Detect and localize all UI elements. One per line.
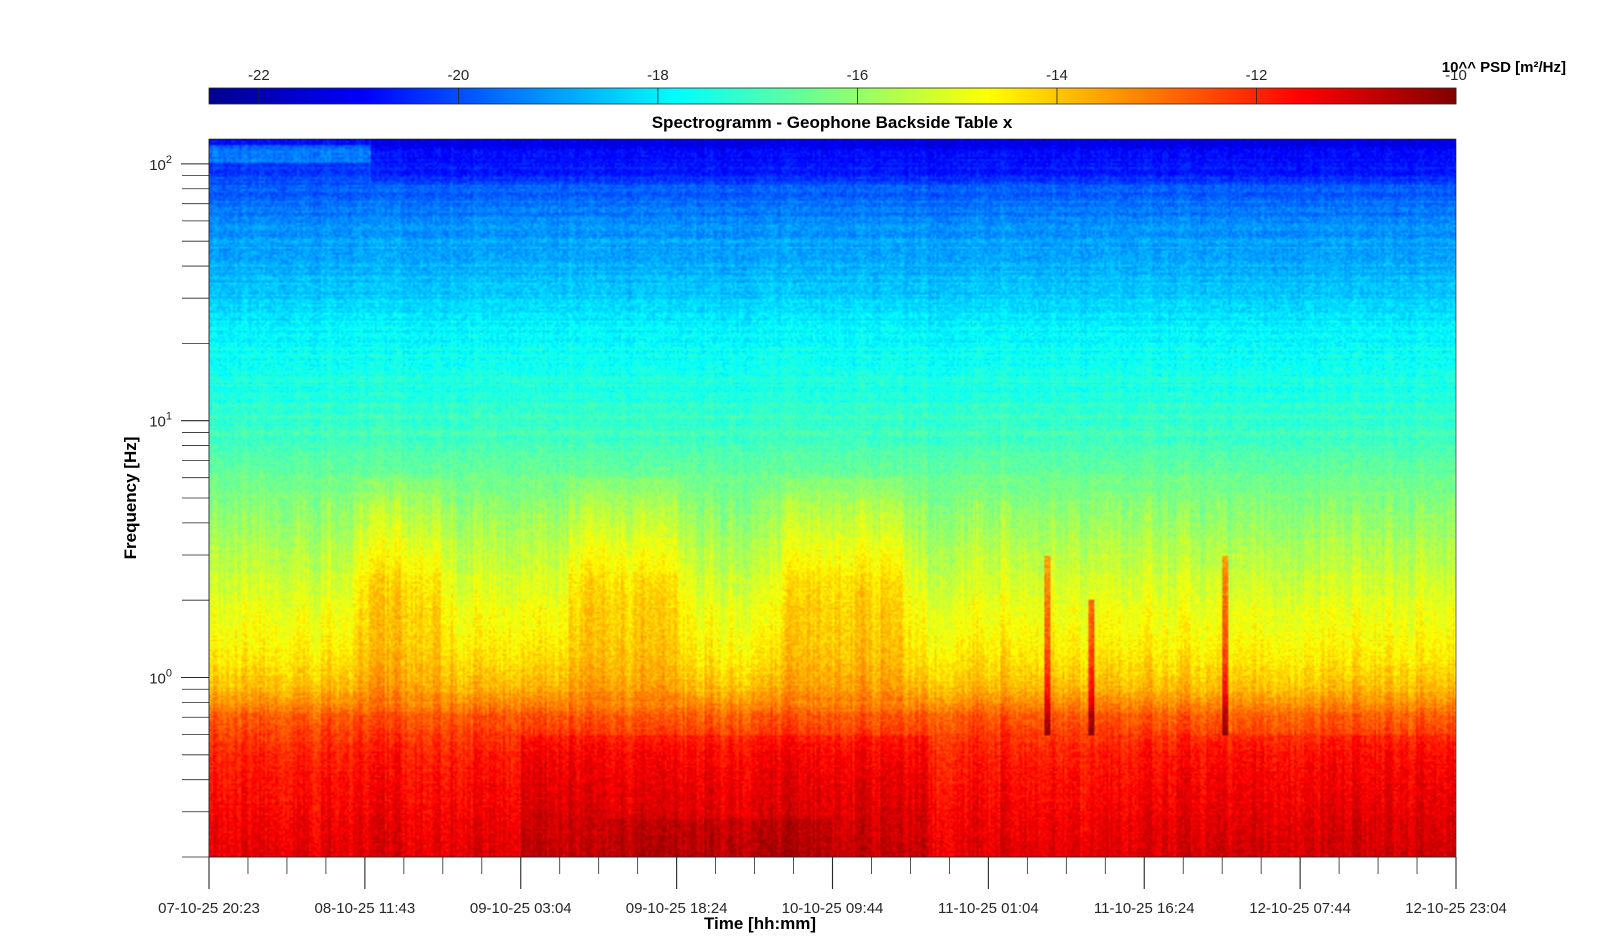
colorbar-ticks: -22 -20 -18 -16 -14 -12 -10 <box>248 67 1467 104</box>
x-tick-label: 09-10-25 18:24 <box>626 900 728 917</box>
x-tick-label: 10-10-25 09:44 <box>782 900 884 917</box>
colorbar-tick-label: -14 <box>1046 67 1068 84</box>
x-tick-label: 08-10-25 11:43 <box>315 900 416 917</box>
x-tick-label: 09-10-25 03:04 <box>470 900 572 917</box>
colorbar-gradient <box>208 87 1457 105</box>
colorbar: -22 -20 -18 -16 -14 -12 -10 10^^ PSD [m²/Hz] <box>208 59 1566 105</box>
colorbar-tick-label: -12 <box>1246 67 1268 84</box>
x-axis: 07-10-25 20:23 08-10-25 11:43 09-10-25 03:… <box>158 856 1507 917</box>
y-tick-label: 101 <box>149 411 172 431</box>
x-axis-label: Time [hh:mm] <box>704 914 816 933</box>
x-tick-label: 11-10-25 16:24 <box>1094 900 1195 917</box>
x-tick-label: 11-10-25 01:04 <box>938 900 1039 917</box>
x-tick-label: 12-10-25 07:44 <box>1249 900 1351 917</box>
x-tick-label: 12-10-25 23:04 <box>1405 900 1507 917</box>
colorbar-label: 10^^ PSD [m²/Hz] <box>1442 59 1566 76</box>
plot-area <box>208 138 1457 858</box>
y-tick-label: 102 <box>149 154 172 174</box>
y-axis: 100 101 102 <box>149 139 210 858</box>
colorbar-tick-label: -16 <box>847 67 869 84</box>
spectrogram-image <box>209 139 1456 857</box>
colorbar-tick-label: -22 <box>248 67 270 84</box>
y-tick-label: 100 <box>149 668 172 688</box>
y-axis-label: Frequency [Hz] <box>121 437 140 560</box>
colorbar-tick-label: -10 <box>1445 67 1467 84</box>
colorbar-tick-label: -20 <box>448 67 470 84</box>
colorbar-tick-label: -18 <box>647 67 669 84</box>
chart-title: Spectrogramm - Geophone Backside Table x <box>652 113 1013 132</box>
x-tick-label: 07-10-25 20:23 <box>158 900 260 917</box>
